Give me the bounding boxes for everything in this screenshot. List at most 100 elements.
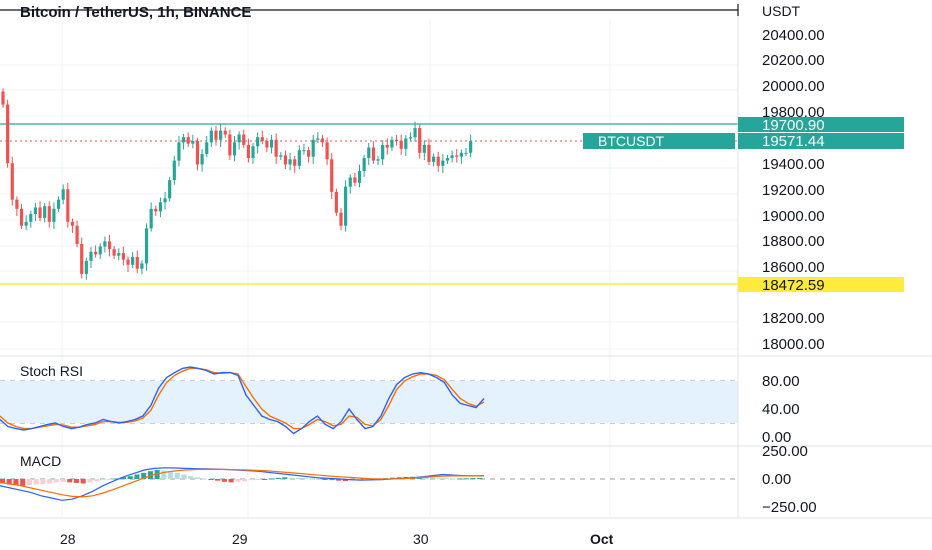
candle-body (200, 154, 204, 165)
candle-body (334, 191, 338, 213)
macd-histogram-bar (302, 478, 308, 480)
candle-body (297, 150, 301, 166)
stoch-rsi-title[interactable]: Stoch RSI (20, 363, 83, 379)
candle-body (251, 146, 255, 158)
macd-title[interactable]: MACD (20, 453, 61, 469)
candle-body (455, 155, 459, 157)
macd-histogram-bar (161, 470, 167, 479)
candle-body (316, 138, 320, 140)
candle-body (404, 138, 408, 149)
candle-body (158, 202, 163, 212)
candle-body (367, 147, 371, 158)
candle-body (344, 186, 348, 226)
symbol-title[interactable]: Bitcoin / TetherUS, 1h, BINANCE (20, 4, 251, 21)
macd-histogram-bar (114, 478, 120, 480)
macd-histogram-bar (329, 479, 335, 481)
candle-body (385, 144, 389, 148)
candle-body (163, 198, 167, 203)
candle-body (265, 141, 269, 148)
candle-body (353, 177, 357, 183)
candle-body (107, 241, 112, 250)
macd-histogram-bar (188, 476, 194, 479)
candle-body (181, 137, 186, 143)
macd-histogram-bar (295, 477, 301, 479)
candle-body (121, 253, 125, 260)
price-axis[interactable]: 20400.00 20200.00 20000.00 19800.00 1940… (762, 27, 825, 353)
macd-histogram-bar (477, 477, 483, 479)
macd-histogram-bar (107, 479, 113, 480)
macd-histogram-bar (443, 478, 449, 480)
candle-body (149, 208, 153, 229)
macd-histogram-bar (242, 479, 248, 482)
candle-body (293, 159, 297, 166)
macd-histogram-bar (121, 477, 127, 479)
symbol-label: BTCUSDT (598, 133, 665, 149)
macd-histogram-bar (463, 478, 469, 480)
candle-body (459, 152, 463, 157)
macd-histogram-bar (450, 478, 456, 480)
macd-histogram-bar (215, 479, 221, 481)
symbol-label-bg (583, 133, 735, 149)
macd-histogram-bar (389, 477, 395, 479)
stoch-k-line (0, 366, 485, 435)
candle-body (269, 139, 274, 148)
macd-histogram-bar (53, 479, 59, 483)
macd-histogram-bar (67, 479, 73, 483)
macd-series (0, 467, 485, 501)
candle-body (376, 159, 380, 161)
price-tick: 20000.00 (762, 78, 825, 95)
macd-histogram-bar (181, 474, 187, 479)
candle-body (112, 249, 116, 256)
candle-body (29, 213, 33, 222)
candle-body (390, 139, 394, 148)
time-label: 28 (60, 531, 76, 547)
candle-body (126, 259, 130, 265)
macd-histogram-bar (26, 479, 32, 486)
macd-histogram-bar (268, 478, 274, 480)
candle-body (381, 144, 385, 160)
macd-histogram-bar (423, 476, 429, 479)
macd-histogram-bar (208, 479, 214, 480)
stoch-tick: 0.00 (762, 429, 791, 446)
macd-histogram-bar (221, 479, 227, 482)
candle-body (33, 207, 38, 214)
candle-body (191, 141, 195, 144)
macd-histogram-bar (60, 479, 66, 482)
resistance-price-label-bg (738, 117, 904, 132)
price-tick: 19400.00 (762, 156, 825, 173)
macd-histogram-bar (282, 477, 288, 479)
candle-body (283, 155, 288, 165)
macd-histogram-bar (134, 474, 140, 479)
candle-body (219, 130, 223, 140)
candlestick-series[interactable] (1, 88, 473, 280)
macd-histogram-bar (194, 477, 200, 479)
candle-body (223, 130, 227, 135)
macd-histogram-bar (6, 479, 12, 485)
candle-body (274, 139, 278, 157)
candle-body (418, 128, 422, 153)
candle-body (89, 251, 93, 261)
macd-histogram-bar (342, 479, 348, 482)
macd-histogram-bar (322, 479, 328, 480)
macd-histogram-bar (40, 479, 46, 485)
candle-body (80, 243, 84, 274)
support-price-label-bg (738, 277, 904, 292)
macd-histogram-bar (315, 478, 321, 480)
candle-body (214, 130, 218, 140)
macd-histogram-bar (168, 471, 174, 479)
candle-body (237, 134, 241, 143)
macd-histogram-bar (275, 477, 281, 479)
macd-histogram-bar (201, 478, 207, 480)
price-tick: 18600.00 (762, 259, 825, 276)
macd-histogram-bar (289, 477, 295, 479)
candle-body (441, 160, 445, 166)
candle-body (168, 180, 172, 199)
time-axis[interactable]: 28 29 30 Oct (60, 531, 614, 547)
macd-histogram-bar (127, 476, 133, 479)
candle-body (394, 139, 399, 142)
candle-body (38, 207, 42, 218)
macd-histogram-bar (430, 477, 436, 479)
time-label: 29 (232, 531, 248, 547)
price-tick: 19800.00 (762, 104, 825, 121)
